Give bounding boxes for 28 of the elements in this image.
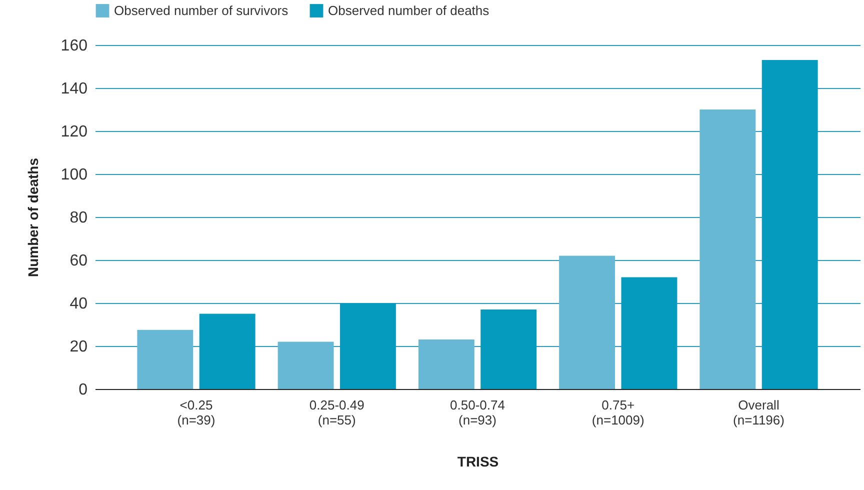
bar	[700, 110, 756, 389]
legend-label: Observed number of deaths	[328, 2, 490, 18]
bar	[621, 277, 678, 389]
x-tick-label: <0.25 (n=39)	[177, 398, 216, 428]
bar	[559, 256, 616, 389]
bar	[418, 340, 474, 389]
y-tick-label: 120	[60, 124, 88, 140]
bar	[278, 342, 334, 389]
x-axis-title: TRISS	[457, 454, 499, 470]
bar	[762, 60, 818, 389]
bar	[137, 330, 194, 389]
bar	[340, 303, 396, 389]
y-tick-label: 140	[60, 80, 88, 98]
bar	[199, 314, 256, 389]
y-tick-label: 20	[70, 338, 88, 356]
y-tick-label: 40	[70, 296, 88, 312]
legend-label: Observed number of survivors	[114, 2, 289, 18]
y-axis-title: Number of deaths	[24, 158, 41, 278]
y-tick-label: 60	[70, 252, 88, 270]
y-tick-label: 160	[60, 38, 88, 54]
y-tick-label: 100	[60, 166, 88, 184]
bar	[480, 309, 537, 389]
x-tick-label: 0.75+ (n=1009)	[592, 398, 644, 428]
x-tick-label: 0.25-0.49 (n=55)	[309, 398, 364, 428]
y-tick-label: 0	[78, 382, 88, 398]
x-tick-label: 0.50-0.74 (n=93)	[450, 398, 505, 428]
x-tick-label: Overall (n=1196)	[733, 398, 784, 428]
y-tick-label: 80	[70, 210, 88, 226]
